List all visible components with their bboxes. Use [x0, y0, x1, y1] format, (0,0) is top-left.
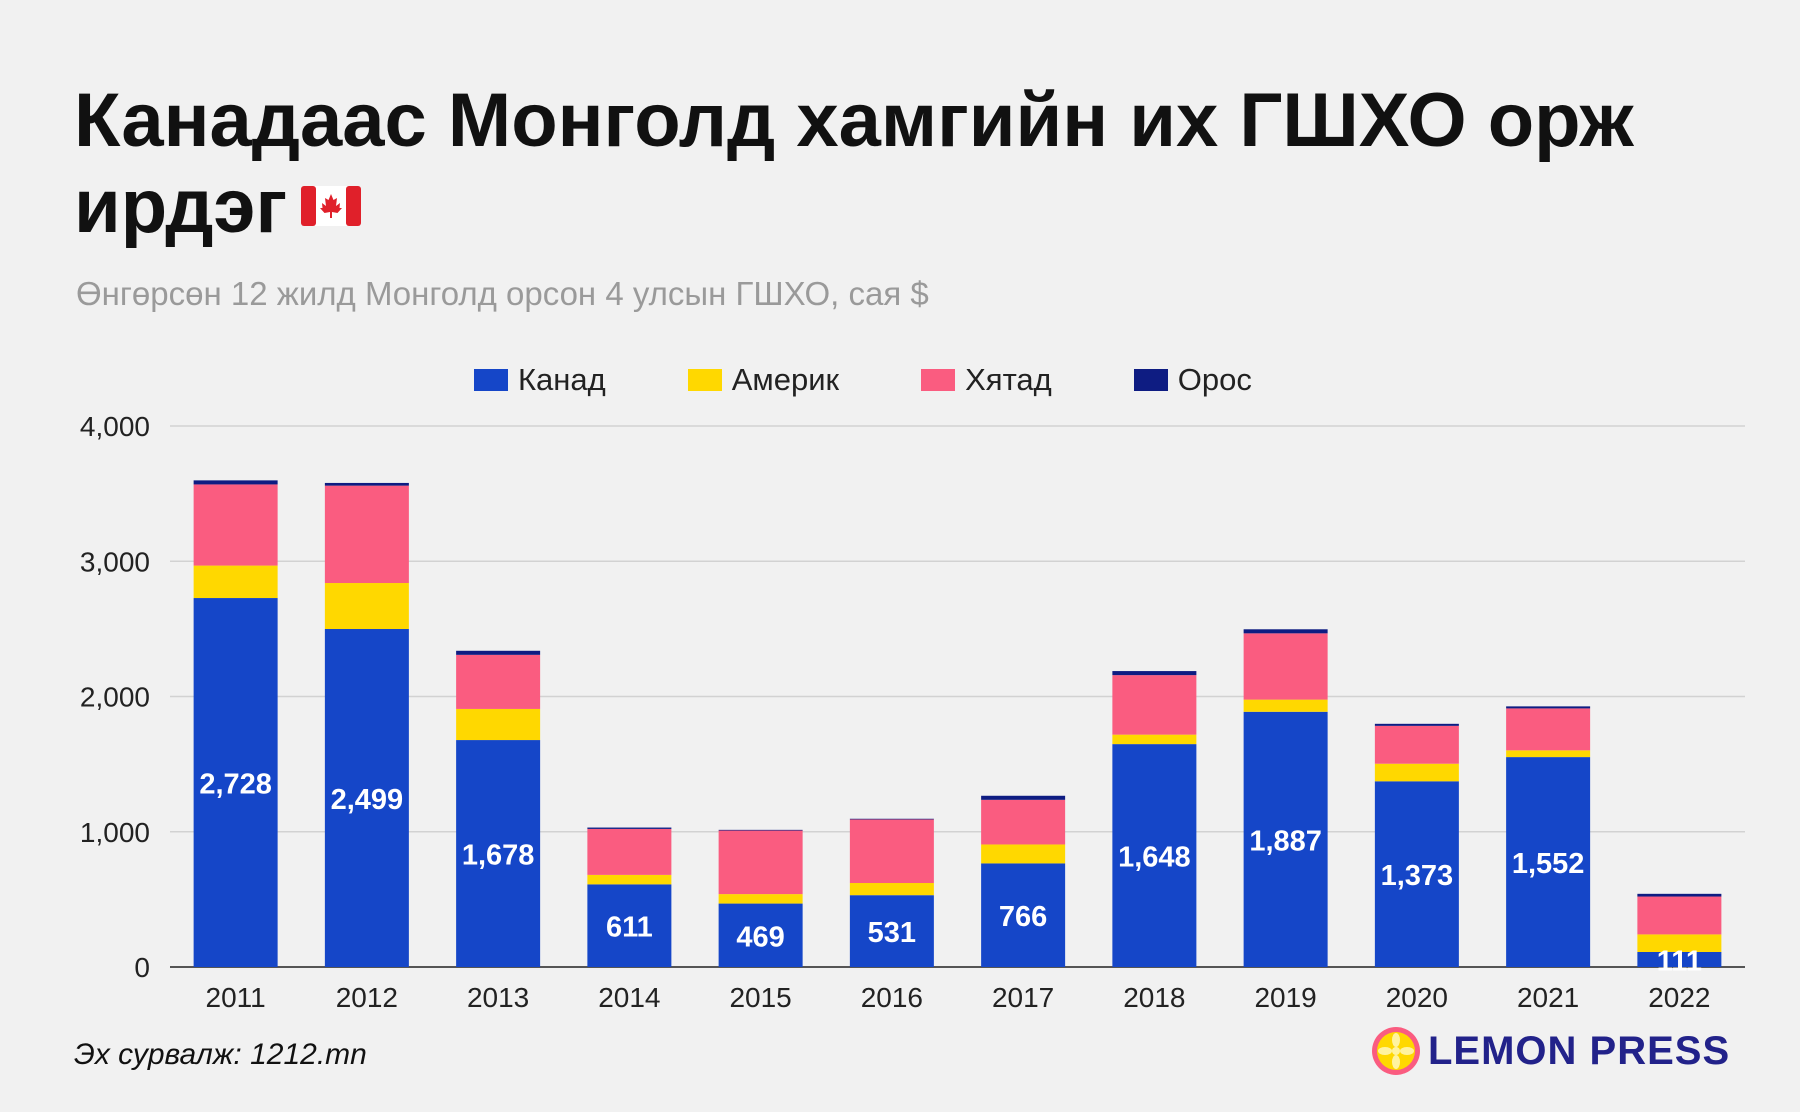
x-tick-label: 2018 — [1123, 982, 1185, 1013]
data-label: 469 — [736, 921, 784, 953]
legend-swatch-canada — [474, 369, 508, 391]
bar-segment-canada — [1374, 781, 1459, 967]
bar-segment-china — [1112, 675, 1197, 735]
data-label: 1,648 — [1118, 842, 1191, 874]
data-label: 2,499 — [331, 784, 404, 816]
bar-segment-usa — [1243, 699, 1328, 712]
bar-segment-russia — [1243, 629, 1328, 634]
x-tick-label: 2017 — [992, 982, 1054, 1013]
legend-label-usa: Америк — [731, 362, 840, 397]
bar-segment-russia — [1637, 893, 1722, 897]
chart-title: Канадаас Монголд хамгийн их ГШХО орж ирд… — [74, 78, 1724, 250]
bar-segment-usa — [1374, 763, 1459, 782]
canada-flag-icon — [301, 185, 362, 226]
y-tick-label: 0 — [134, 952, 150, 983]
chart-title-text: Канадаас Монголд хамгийн их ГШХО орж ирд… — [74, 78, 1634, 249]
bar-segment-canada — [587, 884, 672, 967]
bar-segment-canada — [849, 895, 934, 967]
bar-segment-china — [1374, 725, 1459, 764]
x-tick-label: 2020 — [1386, 982, 1448, 1013]
bar-segment-china — [849, 819, 934, 884]
bar-segment-usa — [1506, 750, 1591, 758]
bar-segment-canada — [324, 629, 409, 967]
y-tick-label: 3,000 — [80, 546, 150, 577]
bar-segment-china — [587, 828, 672, 875]
x-tick-label: 2022 — [1648, 982, 1710, 1013]
data-label: 2,728 — [199, 769, 272, 801]
bar-segment-usa — [324, 583, 409, 630]
y-tick-label: 4,000 — [80, 411, 150, 442]
legend-item-canada: Канад — [474, 362, 606, 398]
legend-label-russia: Орос — [1177, 362, 1252, 397]
data-label: 611 — [606, 912, 653, 944]
legend-item-china: Хятад — [921, 362, 1052, 398]
legend-label-canada: Канад — [518, 362, 606, 397]
bar-segment-china — [324, 485, 409, 584]
lemon-press-logo: LEMON PRESS — [1370, 1023, 1730, 1079]
bar-segment-canada — [1112, 744, 1197, 967]
bar-segment-china — [1506, 708, 1591, 751]
bar-segment-china — [456, 654, 541, 709]
bar-segment-china — [193, 484, 278, 566]
bar-segment-russia — [587, 827, 672, 829]
legend-swatch-usa — [687, 369, 722, 391]
chart-legend: Канад Америк Хятад Орос — [474, 360, 1334, 400]
bar-segment-russia — [324, 482, 409, 486]
bar-segment-usa — [456, 708, 541, 741]
legend-item-russia: Орос — [1133, 362, 1252, 398]
bar-segment-china — [718, 830, 803, 895]
bar-segment-usa — [981, 844, 1066, 864]
data-label: 1,552 — [1512, 848, 1585, 880]
legend-swatch-china — [921, 369, 956, 391]
lemon-slice-icon — [1372, 1027, 1420, 1075]
bar-segment-russia — [1506, 706, 1591, 709]
x-tick-label: 2015 — [729, 982, 791, 1013]
bar-segment-canada — [981, 863, 1066, 967]
data-label: 1,887 — [1249, 825, 1322, 857]
bar-segment-canada — [718, 903, 803, 967]
bar-segment-china — [1637, 896, 1722, 935]
x-tick-label: 2019 — [1254, 982, 1316, 1013]
data-label: 531 — [868, 917, 916, 949]
data-label: 1,373 — [1381, 860, 1454, 892]
bar-segment-usa — [1112, 734, 1197, 745]
bar-segment-canada — [456, 740, 541, 967]
x-tick-label: 2014 — [598, 982, 660, 1013]
bar-segment-usa — [849, 883, 934, 896]
bar-segment-canada — [1243, 711, 1328, 967]
source-note: Эх сурвалж: 1212.mn — [74, 1038, 367, 1071]
y-tick-label: 2,000 — [80, 682, 150, 713]
bar-segment-russia — [981, 795, 1066, 800]
bar-segment-russia — [456, 650, 541, 655]
legend-item-usa: Америк — [687, 362, 840, 398]
x-tick-label: 2013 — [467, 982, 529, 1013]
bar-segment-canada — [193, 598, 278, 967]
y-tick-label: 1,000 — [80, 817, 150, 848]
legend-swatch-russia — [1133, 369, 1168, 391]
bar-segment-canada — [1637, 951, 1722, 967]
x-tick-label: 2012 — [336, 982, 398, 1013]
chart-subtitle: Өнгөрсөн 12 жилд Монголд орсон 4 улсын Г… — [76, 275, 929, 312]
bar-segment-russia — [718, 829, 803, 831]
logo-text: LEMON PRESS — [1428, 1028, 1731, 1073]
data-label: 1,678 — [462, 840, 535, 872]
bar-segment-canada — [1506, 757, 1591, 967]
bar-segment-usa — [718, 894, 803, 904]
bar-segment-china — [1243, 633, 1328, 700]
bar-segment-usa — [587, 874, 672, 885]
x-tick-label: 2021 — [1517, 982, 1579, 1013]
legend-label-china: Хятад — [965, 362, 1052, 397]
x-tick-label: 2016 — [861, 982, 923, 1013]
bar-segment-usa — [1637, 934, 1722, 952]
bar-segment-usa — [193, 565, 278, 599]
data-label: 766 — [999, 901, 1047, 933]
bar-segment-russia — [849, 818, 934, 820]
bar-segment-russia — [1374, 723, 1459, 726]
bar-segment-russia — [1112, 671, 1197, 676]
bar-segment-china — [981, 799, 1066, 845]
data-label: 111 — [1657, 945, 1702, 977]
bar-segment-russia — [193, 480, 278, 485]
x-tick-label: 2011 — [206, 982, 266, 1013]
